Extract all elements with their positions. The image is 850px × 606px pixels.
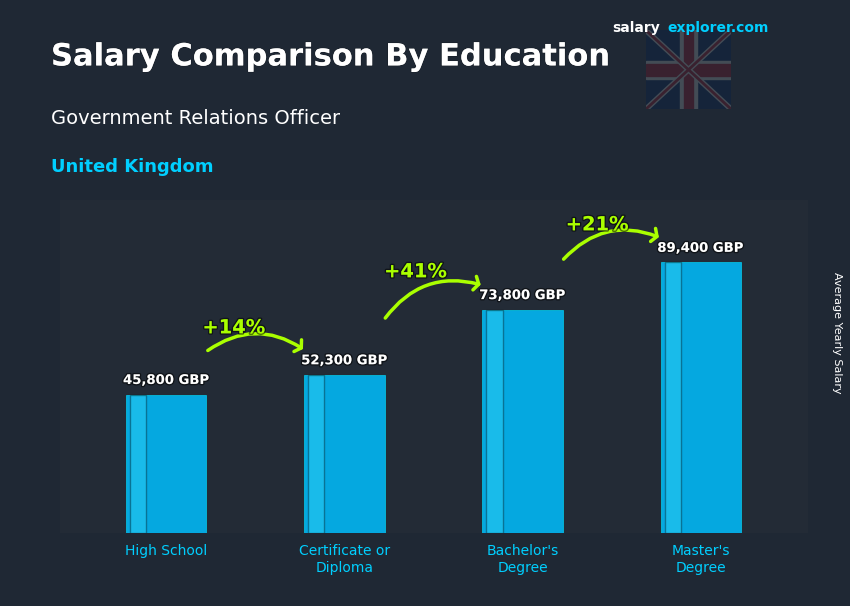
Text: salary: salary xyxy=(612,21,660,35)
Text: 45,800 GBP: 45,800 GBP xyxy=(123,374,210,387)
Text: United Kingdom: United Kingdom xyxy=(51,158,213,176)
Text: Salary Comparison By Education: Salary Comparison By Education xyxy=(51,42,608,72)
Bar xyxy=(483,310,563,533)
FancyBboxPatch shape xyxy=(486,310,502,533)
FancyBboxPatch shape xyxy=(130,395,146,533)
FancyBboxPatch shape xyxy=(309,375,325,533)
Text: Government Relations Officer: Government Relations Officer xyxy=(51,109,340,128)
Text: +41%: +41% xyxy=(384,262,447,281)
Bar xyxy=(646,64,731,76)
Bar xyxy=(680,30,697,109)
Bar xyxy=(684,30,693,109)
Text: 52,300 GBP: 52,300 GBP xyxy=(301,355,388,367)
Text: +21%: +21% xyxy=(566,215,629,235)
Text: explorer.com: explorer.com xyxy=(667,21,768,35)
FancyBboxPatch shape xyxy=(665,262,681,533)
Text: +14%: +14% xyxy=(202,318,266,338)
Text: 73,800 GBP: 73,800 GBP xyxy=(479,289,566,302)
Bar xyxy=(660,262,740,533)
Text: 89,400 GBP: 89,400 GBP xyxy=(657,242,744,255)
Text: Average Yearly Salary: Average Yearly Salary xyxy=(832,273,842,394)
Bar xyxy=(304,375,384,533)
Bar xyxy=(127,395,207,533)
Bar xyxy=(646,61,731,79)
